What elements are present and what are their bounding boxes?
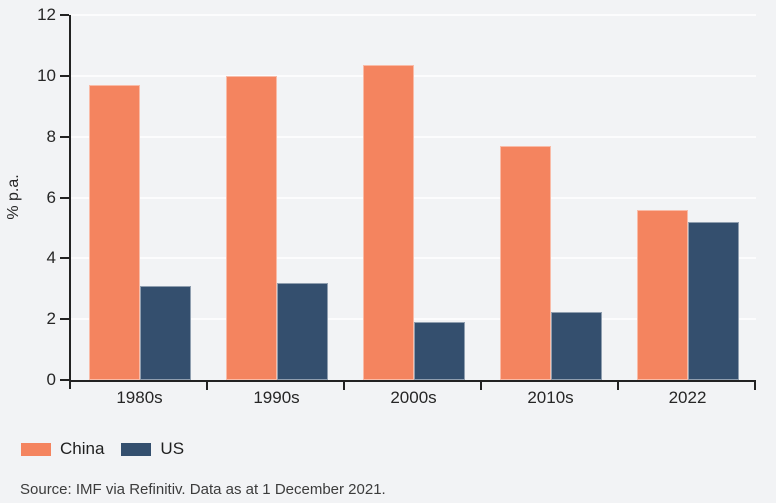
y-tick-mark-6 [60, 196, 69, 199]
y-tick-label-0: 0 [46, 370, 56, 389]
y-tick-label-12: 12 [37, 5, 56, 24]
bar-china-1990s [225, 76, 277, 380]
legend-swatch-us [121, 442, 152, 456]
y-tick-mark-4 [60, 257, 69, 260]
gridline-10 [71, 74, 756, 77]
gridline-6 [71, 196, 756, 199]
x-tick-mark-3 [480, 382, 482, 390]
y-axis-baseline-stub [69, 382, 71, 389]
source-note: Source: IMF via Refinitiv. Data as at 1 … [20, 481, 386, 498]
y-tick-mark-8 [60, 135, 69, 138]
plot-area [69, 14, 756, 382]
y-tick-mark-12 [60, 14, 69, 16]
bar-us-2010s [550, 312, 602, 380]
x-category-label-2022: 2022 [668, 388, 707, 407]
gridline-12 [71, 14, 756, 16]
x-category-label-2000s: 2000s [390, 388, 437, 407]
y-tick-label-6: 6 [46, 187, 56, 207]
x-category-label-1990s: 1990s [253, 388, 300, 407]
bar-us-2022 [687, 222, 739, 380]
x-category-label-2010s: 2010s [527, 388, 574, 407]
x-tick-mark-5 [754, 382, 756, 390]
y-tick-mark-0 [60, 379, 69, 381]
x-category-label-1980s: 1980s [116, 388, 163, 407]
gridline-8 [71, 135, 756, 138]
y-tick-mark-10 [60, 74, 69, 77]
bar-china-2000s [362, 65, 414, 380]
bar-us-2000s [413, 322, 465, 380]
gridline-4 [71, 257, 756, 260]
legend: China US [21, 439, 184, 459]
bar-china-1980s [88, 85, 140, 380]
y-tick-label-4: 4 [46, 248, 56, 268]
bar-china-2010s [499, 146, 551, 380]
bar-us-1990s [276, 283, 328, 380]
y-tick-mark-2 [60, 318, 69, 321]
legend-label-china: China [60, 439, 105, 458]
x-tick-mark-1 [206, 382, 208, 390]
gridline-2 [71, 318, 756, 321]
y-tick-label-10: 10 [37, 65, 56, 85]
bar-us-1980s [139, 286, 191, 380]
y-tick-label-8: 8 [46, 126, 56, 146]
legend-label-us: US [160, 439, 185, 458]
bar-china-2022 [636, 210, 688, 380]
x-tick-mark-4 [617, 382, 619, 390]
x-tick-mark-2 [343, 382, 345, 390]
legend-swatch-china [21, 442, 51, 456]
y-tick-label-2: 2 [46, 309, 56, 329]
